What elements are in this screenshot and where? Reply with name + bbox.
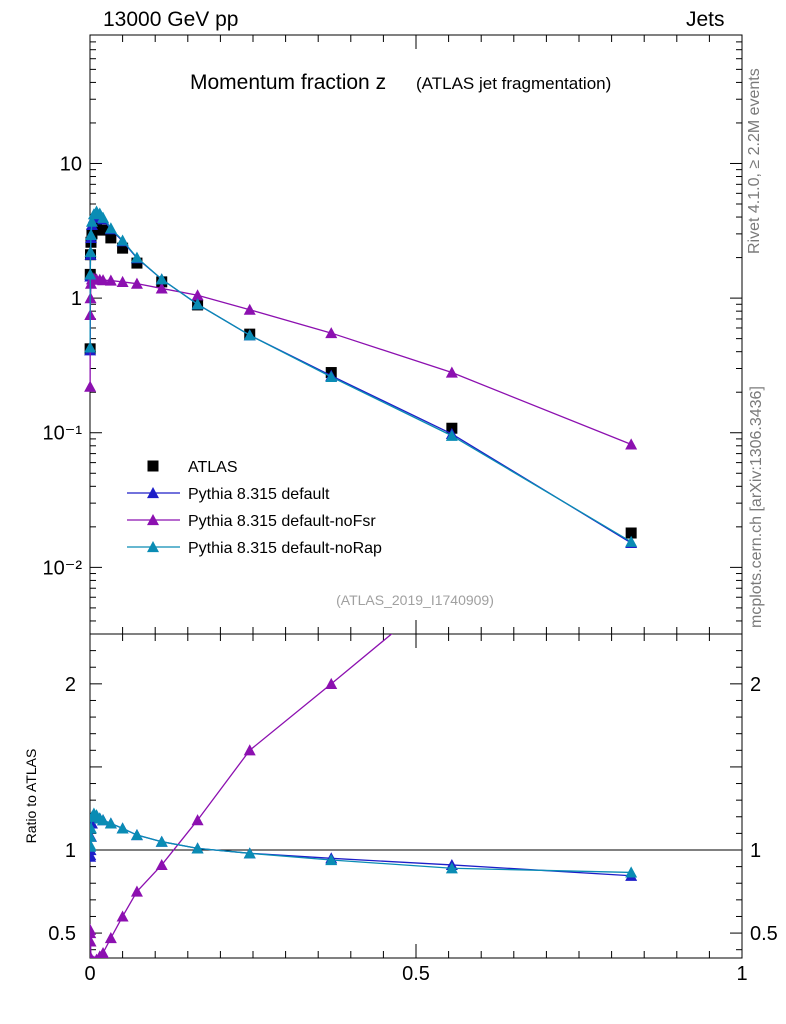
chart-title: Momentum fraction z (190, 71, 386, 94)
ratio-marks (90, 262, 638, 958)
pythia-8-315-default-nofsr-ratio-point (130, 885, 143, 897)
legend-pythia-8-315-default-label: Pythia 8.315 default (188, 486, 330, 503)
pythia-8-315-default-norap-ratio-point (325, 853, 338, 866)
atlas-point (117, 242, 129, 254)
pythia-8-315-default-nofsr-ratio-point (155, 858, 168, 871)
pythia-8-315-default-norap-ratio-point (97, 814, 110, 826)
pythia-8-315-default-nofsr-ratio-point (90, 952, 95, 958)
pythia-8-315-default-ratio-line (90, 816, 632, 877)
y-tick-label: 10⁻² (43, 557, 83, 579)
pythia-8-315-default-norap-line (89, 210, 632, 543)
legend-pythia-8-315-default-norap-label: Pythia 8.315 default-noRap (188, 540, 382, 557)
pythia-8-315-default-nofsr-ratio-point (97, 947, 109, 958)
chart-marks (84, 205, 638, 548)
pythia-8-315-default-nofsr-point (104, 274, 117, 286)
ratio-y-label: Ratio to ATLAS (23, 749, 39, 844)
pythia-8-315-default-norap-point (84, 228, 97, 240)
ratio-tick-label-right: 0.5 (750, 923, 778, 945)
pythia-8-315-default-norap-point (445, 429, 458, 441)
atlas-point (105, 232, 117, 244)
legend-pythia-8-315-default-norap-marker (147, 541, 159, 553)
pythia-8-315-default-nofsr-ratio-line (90, 634, 393, 958)
ratio-tick-label-right: 2 (750, 674, 761, 696)
pythia-8-315-default-norap-point (325, 370, 338, 382)
legend: ATLAS Pythia 8.315 default Pythia 8.315 de… (127, 459, 382, 557)
pythia-8-315-default-nofsr-point (445, 366, 458, 378)
legend-atlas-label: ATLAS (188, 459, 238, 476)
pythia-8-315-default-nofsr-point (625, 438, 638, 450)
pythia-8-315-default-norap-ratio-point (104, 817, 117, 829)
legend-pythia-8-315-default-nofsr-label: Pythia 8.315 default-noFsr (188, 513, 376, 530)
pythia-8-315-default-nofsr-point (130, 277, 143, 289)
energy-label: 13000 GeV pp (103, 8, 239, 31)
pythia-8-315-default-norap-ratio-point (243, 847, 256, 859)
pythia-8-315-default-nofsr-ratio-point (625, 262, 637, 273)
pythia-8-315-default-norap-point (130, 251, 143, 263)
ratio-series-group (90, 262, 638, 958)
pythia-8-315-default-norap-ratio-point (625, 866, 638, 878)
pythia-8-315-default-nofsr-ratio-point (91, 956, 93, 958)
pythia-8-315-default-norap-ratio-point (116, 822, 129, 834)
x-tick-label: 1 (736, 963, 747, 985)
x-tick-label: 0.5 (402, 963, 430, 985)
atlas-point (625, 527, 637, 539)
x-axis: 0 0.5 1 (84, 35, 748, 985)
y-tick-label: 10⁻¹ (43, 423, 83, 445)
pythia-8-315-default-nofsr-ratio-point (191, 814, 204, 826)
pythia-8-315-default-norap-point (191, 298, 204, 310)
pythia-8-315-default-nofsr-ratio-point (116, 910, 129, 922)
pythia-8-315-default-norap-ratio-line (90, 812, 632, 874)
pythia-8-315-default-norap-point (84, 246, 97, 258)
ratio-tick-label-left: 0.5 (48, 923, 76, 945)
y-tick-label: 10 (60, 153, 82, 175)
legend-pythia-8-315-default-marker (147, 487, 159, 499)
x-tick-label: 0 (84, 963, 95, 985)
pythia-8-315-default-norap-point (84, 341, 97, 353)
ratio-y-axis: 0.5 0.5 1 1 2 2 (48, 633, 778, 951)
pythia-8-315-default-nofsr-point (116, 275, 129, 287)
atlas-point (97, 224, 109, 236)
ratio-tick-label-left: 1 (65, 840, 76, 862)
pythia-8-315-default-nofsr-point (97, 274, 110, 286)
main-y-axis: 10 1 10⁻¹ 10⁻² (43, 34, 742, 622)
pythia-8-315-default-nofsr-point (84, 380, 97, 392)
pythia-8-315-default-norap-point (243, 329, 256, 341)
pythia-8-315-default-norap-point (85, 215, 98, 227)
pythia-8-315-default-norap-point (84, 268, 97, 280)
pythia-8-315-default-norap-ratio-point (155, 835, 168, 847)
process-label: Jets (686, 8, 725, 31)
pythia-8-315-default-nofsr-ratio-point (243, 744, 256, 756)
pythia-8-315-default-norap-ratio-point (445, 862, 458, 874)
pythia-8-315-default-norap-point (625, 535, 638, 547)
pythia-8-315-default-nofsr-ratio-point (104, 932, 117, 944)
pythia-8-315-default-norap-point (97, 211, 110, 223)
analysis-watermark: (ATLAS_2019_I1740909) (336, 592, 494, 608)
pythia-8-315-default-nofsr-point (325, 327, 338, 339)
y-tick-label: 1 (71, 288, 82, 310)
legend-atlas-marker (147, 460, 159, 472)
ratio-plot-frame (89, 633, 743, 959)
pythia-8-315-default-norap-ratio-point (130, 829, 143, 841)
pythia-8-315-default-norap-point (104, 222, 117, 234)
pythia-8-315-default-nofsr-point (155, 282, 168, 294)
pythia-8-315-default-norap-point (116, 234, 129, 246)
pythia-8-315-default-nofsr-ratio-point (90, 935, 97, 947)
pythia-8-315-default-norap-ratio-point (191, 842, 204, 854)
pythia-8-315-default-nofsr-ratio-point (446, 578, 458, 589)
ratio-tick-label-right: 1 (750, 840, 761, 862)
pythia-8-315-default-norap-ratio-point (90, 822, 97, 834)
pythia-8-315-default-nofsr-ratio-point (325, 677, 338, 689)
pythia-8-315-default-nofsr-point (243, 303, 256, 315)
pythia-8-315-default-nofsr-ratio-point (90, 927, 97, 939)
pythia-8-315-default-nofsr-line (89, 277, 632, 445)
ratio-tick-label-left: 2 (65, 674, 76, 696)
pythia-8-315-default-norap-point (155, 273, 168, 285)
legend-pythia-8-315-default-nofsr-marker (147, 514, 159, 526)
chart-subtitle: (ATLAS jet fragmentation) (416, 74, 611, 93)
pythia-8-315-default-nofsr-point (191, 289, 204, 301)
